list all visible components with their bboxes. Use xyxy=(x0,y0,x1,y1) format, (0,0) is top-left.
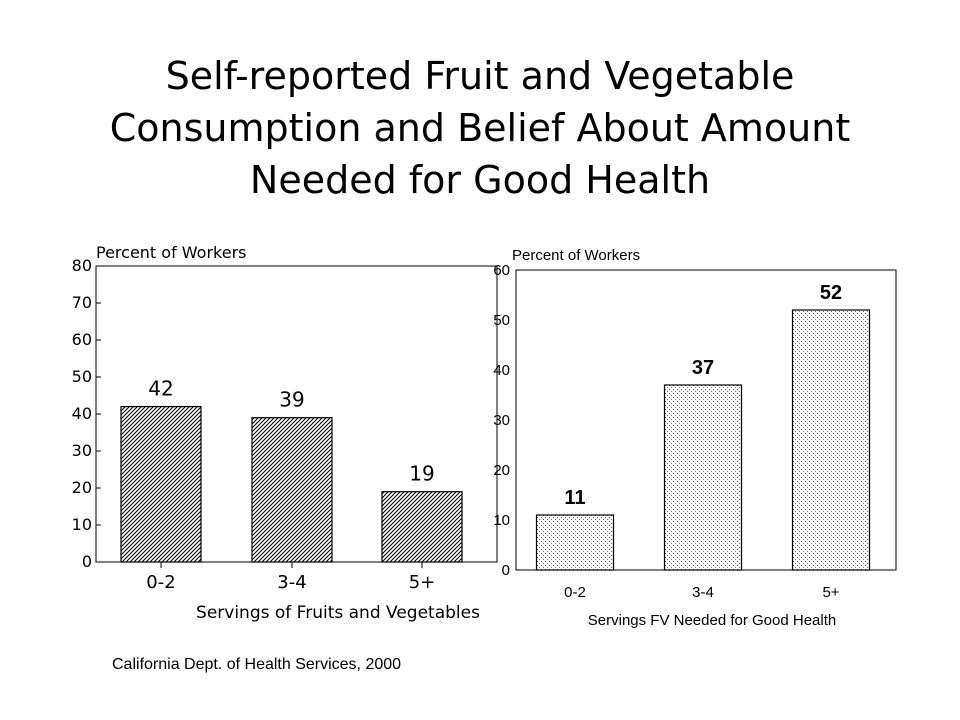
x-tick-label: 0-2 xyxy=(146,572,175,593)
data-label: 11 xyxy=(564,487,585,509)
x-tick-label: 3-4 xyxy=(277,572,306,593)
y-tick-label: 50 xyxy=(493,312,510,329)
x-tick-label: 0-2 xyxy=(564,584,586,601)
y-tick-label: 60 xyxy=(493,262,510,279)
bar xyxy=(251,417,333,563)
data-label: 37 xyxy=(692,357,714,379)
y-tick-label: 50 xyxy=(72,367,92,386)
x-tick-label: 3-4 xyxy=(692,584,714,601)
title-line-3: Needed for Good Health xyxy=(249,158,711,202)
y-tick-label: 0 xyxy=(82,552,92,571)
bar xyxy=(663,384,743,571)
left-chart: 0 10 20 30 40 50 60 70 80 42 0-2 39 3-4 19 5+ Percent o… xyxy=(72,243,498,623)
data-label: 42 xyxy=(148,377,173,401)
data-label: 52 xyxy=(820,282,842,304)
right-chart: 0 10 20 30 40 50 60 11 0-2 37 3-4 52 5+ Percent of Wo… xyxy=(493,247,897,629)
source-citation: California Dept. of Health Services, 200… xyxy=(112,656,402,673)
y-tick-label: 40 xyxy=(493,362,510,379)
x-tick-label: 5+ xyxy=(822,584,839,601)
y-tick-label: 70 xyxy=(72,293,92,312)
title-line-1: Self-reported Fruit and Vegetable xyxy=(165,54,795,98)
bar xyxy=(791,309,871,571)
y-tick-label: 60 xyxy=(72,330,92,349)
x-axis-label: Servings FV Needed for Good Health xyxy=(588,612,836,629)
x-axis-label: Servings of Fruits and Vegetables xyxy=(196,603,480,623)
y-tick-label: 40 xyxy=(72,404,92,423)
bar xyxy=(381,491,463,563)
y-axis-label: Percent of Workers xyxy=(96,243,247,262)
y-tick-label: 20 xyxy=(493,462,510,479)
data-label: 39 xyxy=(279,388,304,412)
data-label: 19 xyxy=(409,462,434,486)
y-tick-label: 80 xyxy=(72,256,92,275)
y-tick-label: 10 xyxy=(493,512,510,529)
x-tick-label: 5+ xyxy=(409,572,436,593)
bar xyxy=(120,406,202,563)
bar xyxy=(535,514,615,571)
y-tick-label: 0 xyxy=(502,562,510,579)
y-axis-label: Percent of Workers xyxy=(512,247,640,264)
y-tick-label: 10 xyxy=(72,515,92,534)
y-tick-label: 20 xyxy=(72,478,92,497)
title-line-2: Consumption and Belief About Amount xyxy=(109,106,851,150)
page-title: Self-reported Fruit and Vegetable Consum… xyxy=(40,50,920,206)
y-tick-label: 30 xyxy=(493,412,510,429)
y-tick-label: 30 xyxy=(72,441,92,460)
